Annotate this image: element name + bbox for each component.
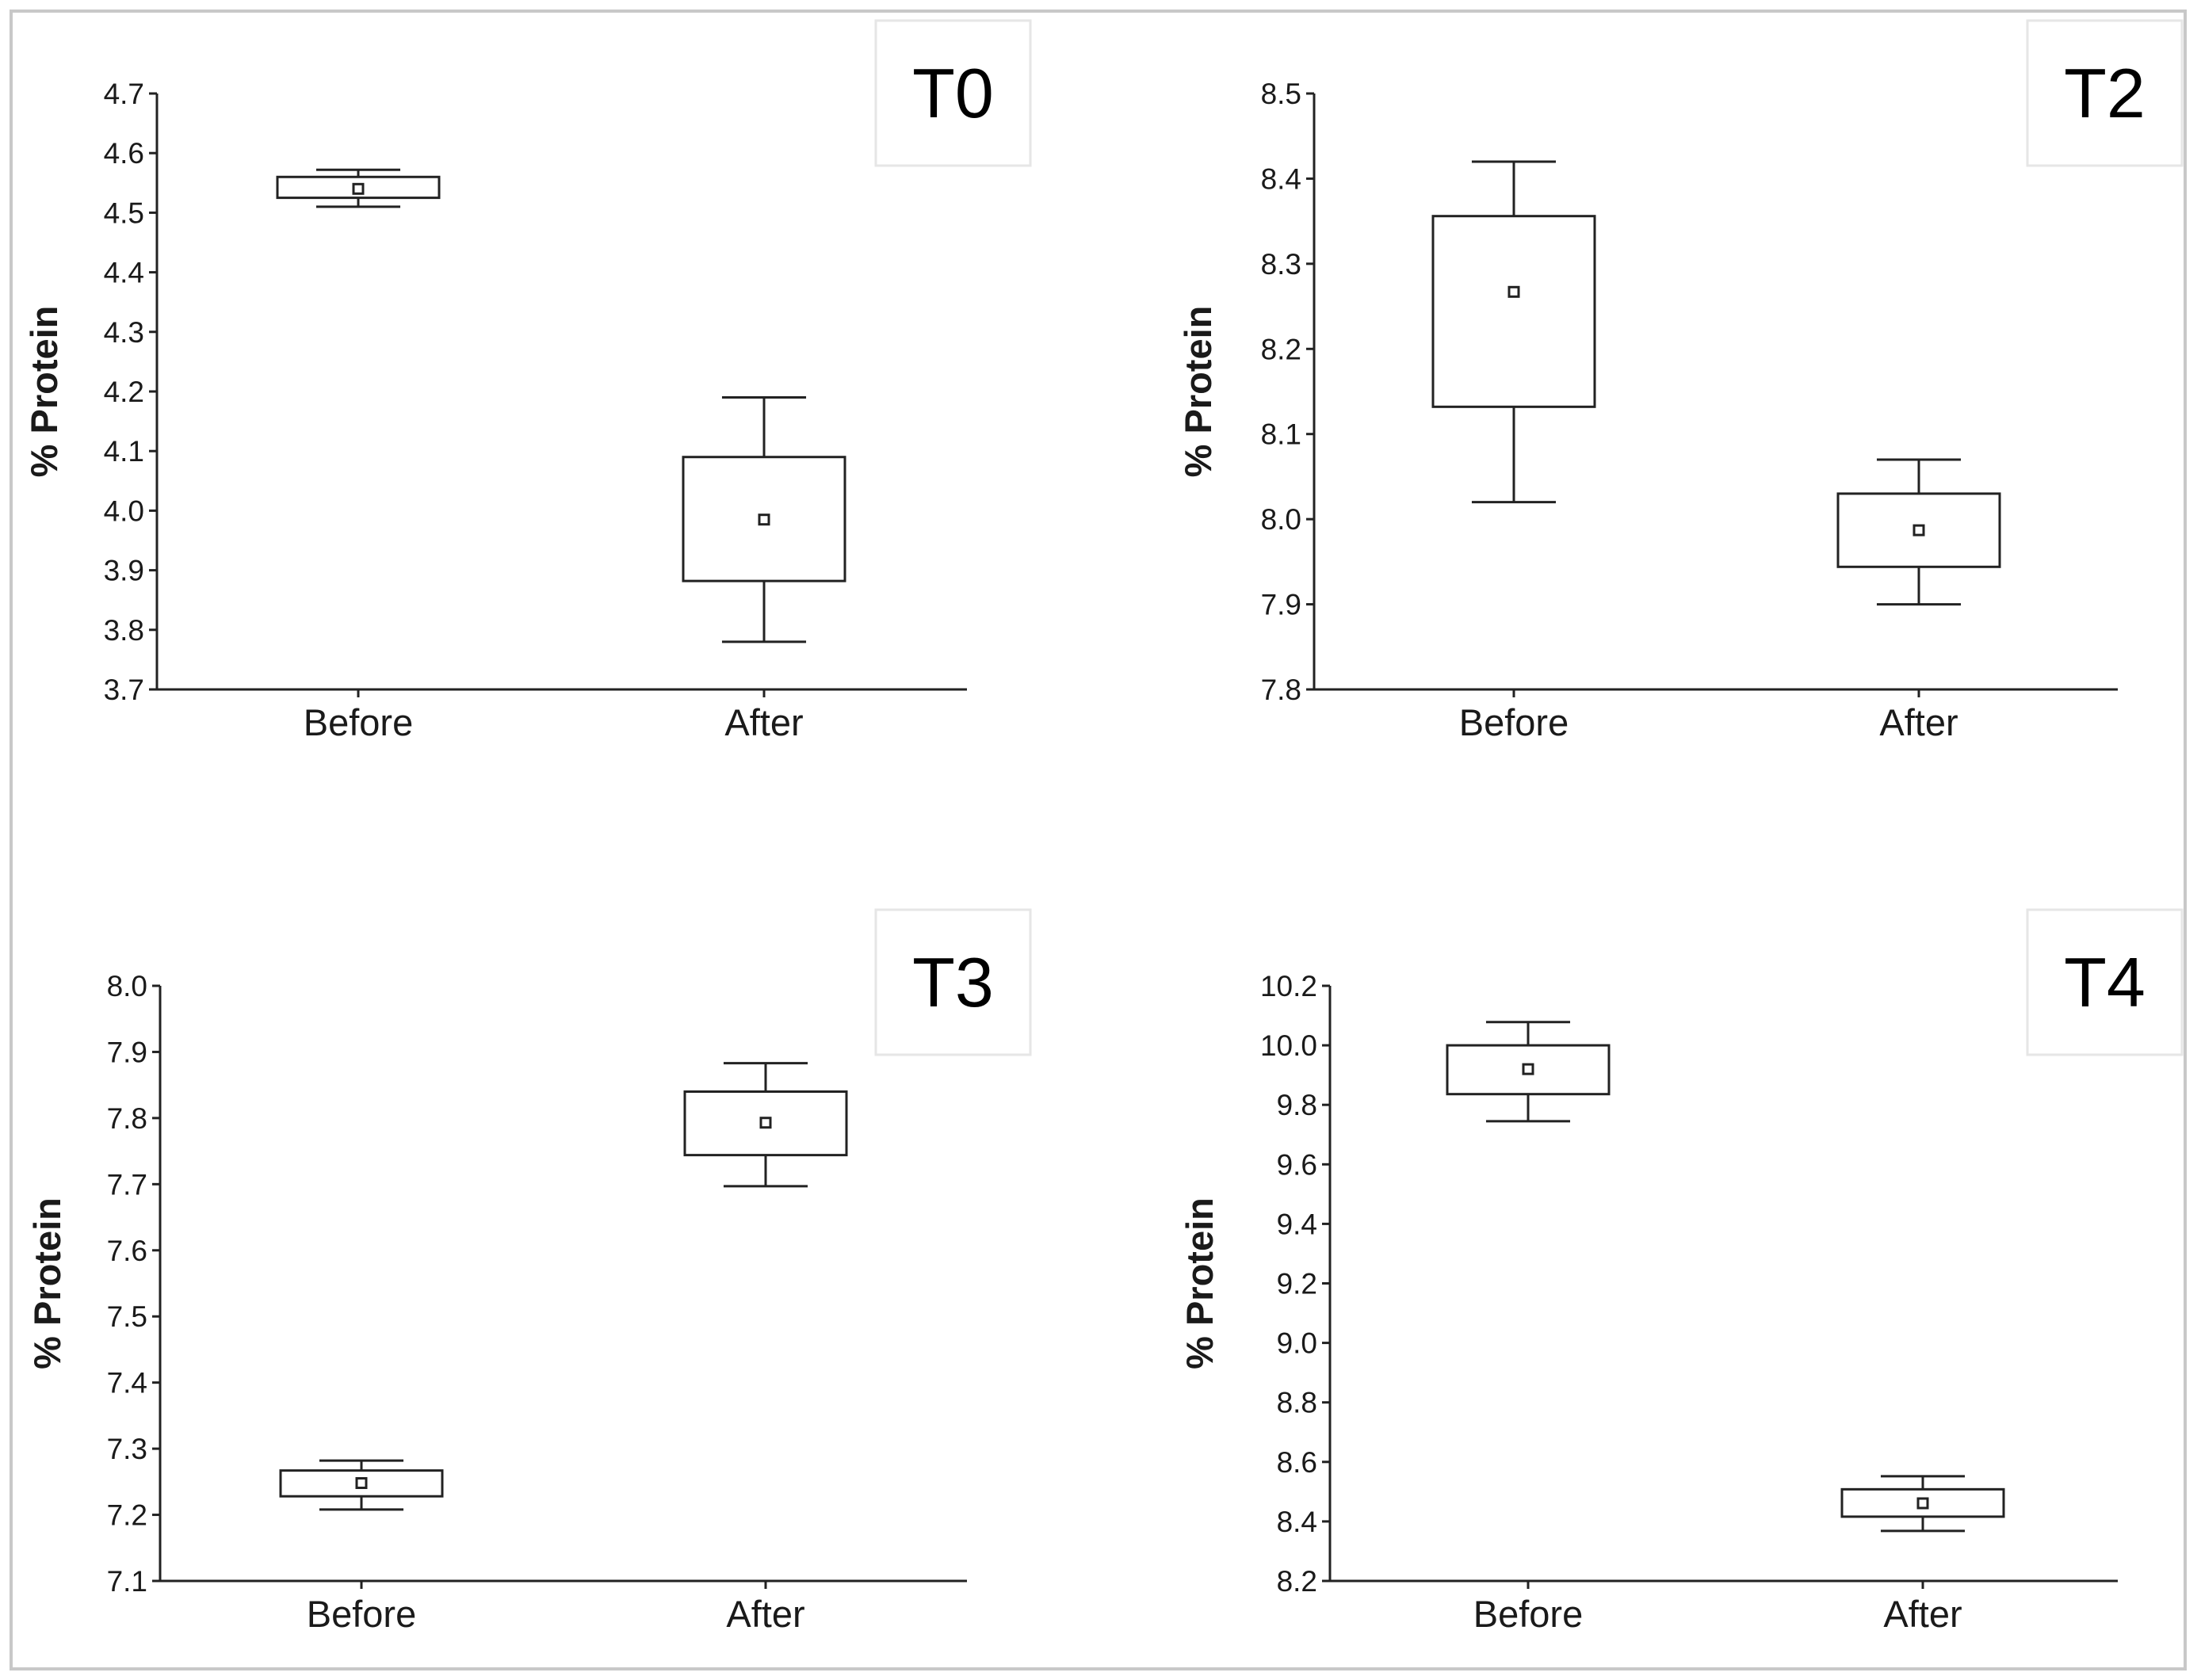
mean-marker: [1916, 1497, 1929, 1510]
box-before: [1431, 160, 1596, 504]
panel-t2: T2 7.8 7.9 8.0 8.1 8.2 8.3 8.4 8.5 % Protein Befor…: [1177, 19, 2184, 743]
y-tick-label: 8.6: [1277, 1446, 1317, 1479]
y-axis-label: % Protein: [1177, 306, 1219, 478]
box-after: [683, 1062, 848, 1188]
y-tick-label: 7.8: [107, 1102, 147, 1135]
y-tick-label: 8.8: [1277, 1387, 1317, 1419]
y-tick-label: 4.2: [104, 376, 144, 408]
x-category-label: Before: [304, 701, 413, 743]
x-category-label: Before: [1459, 701, 1569, 743]
box-after: [1840, 1475, 2005, 1533]
x-category-label: After: [1879, 701, 1958, 743]
y-axis-label: % Protein: [26, 1197, 68, 1369]
y-tick-label: 7.7: [107, 1168, 147, 1201]
box-after: [682, 396, 846, 643]
y-tick-label: 9.2: [1277, 1268, 1317, 1300]
y-tick-label: 8.0: [1261, 503, 1301, 536]
box-before: [276, 168, 441, 208]
y-tick-label: 8.3: [1261, 248, 1301, 281]
box-after: [1836, 458, 2001, 606]
y-tick-label: 8.4: [1277, 1506, 1317, 1538]
panel-t4: T4 8.2 8.4 8.6 8.8 9.0 9.2 9.4 9.6 9.8 10.0 10.2 % P…: [1179, 908, 2184, 1635]
panel-tag-box: [2026, 19, 2184, 167]
y-tick-label: 7.8: [1261, 674, 1301, 706]
mean-marker: [759, 1117, 772, 1129]
y-tick-label: 8.0: [107, 970, 147, 1002]
y-tick-label: 7.9: [107, 1036, 147, 1068]
x-category-label: Before: [307, 1593, 416, 1635]
y-axis-label: % Protein: [1179, 1197, 1221, 1369]
y-tick-label: 7.3: [107, 1433, 147, 1465]
panel-tag-label: T2: [2064, 54, 2146, 132]
y-tick-label: 7.2: [107, 1499, 147, 1532]
y-tick-label: 7.5: [107, 1300, 147, 1333]
y-tick-label: 9.0: [1277, 1327, 1317, 1360]
y-tick-label: 4.3: [104, 316, 144, 349]
x-category-label: After: [726, 1593, 804, 1635]
y-tick-label: 3.7: [104, 674, 144, 706]
x-category-label: After: [1883, 1593, 1962, 1635]
box-before: [1446, 1021, 1611, 1123]
y-tick-label: 4.1: [104, 435, 144, 468]
y-tick-label: 7.4: [107, 1367, 147, 1399]
panel-tag-box: [2026, 908, 2184, 1056]
panel-t3: T3 7.1 7.2 7.3 7.4 7.5 7.6 7.7 7.8 7.9 8.0 % Protei…: [26, 908, 1032, 1635]
panel-tag-label: T0: [912, 54, 994, 132]
x-category-label: After: [724, 701, 803, 743]
y-tick-label: 9.8: [1277, 1089, 1317, 1121]
mean-marker: [1522, 1063, 1534, 1075]
y-tick-label: 4.7: [104, 78, 144, 110]
y-tick-label: 7.6: [107, 1235, 147, 1267]
y-tick-label: 10.0: [1260, 1029, 1317, 1062]
panel-tag-label: T3: [912, 943, 994, 1021]
y-tick-label: 10.2: [1260, 970, 1317, 1002]
y-tick-label: 8.2: [1261, 333, 1301, 365]
y-tick-label: 4.4: [104, 257, 144, 289]
panel-t0: T0 3.7 3.8 3.9 4.0 4.1 4.2 4.3 4.4 4.5 4.6 4.7 % Pro…: [23, 19, 1032, 743]
panel-tag-label: T4: [2064, 943, 2146, 1021]
mean-marker: [1507, 285, 1520, 298]
y-tick-label: 8.1: [1261, 418, 1301, 451]
y-tick-label: 4.5: [104, 197, 144, 229]
mean-marker: [355, 1477, 368, 1490]
iqr-box: [1431, 215, 1596, 408]
mean-marker: [352, 182, 365, 195]
figure-frame: [10, 10, 2187, 1670]
y-tick-label: 8.4: [1261, 162, 1301, 195]
y-tick-label: 3.8: [104, 614, 144, 647]
y-tick-label: 8.5: [1261, 78, 1301, 110]
mean-marker: [1913, 524, 1925, 536]
panel-tag-box: [874, 908, 1032, 1056]
y-axis-label: % Protein: [23, 306, 65, 478]
panel-tag-box: [874, 19, 1032, 167]
y-tick-label: 8.2: [1277, 1565, 1317, 1598]
box-before: [279, 1459, 444, 1511]
y-tick-label: 7.9: [1261, 589, 1301, 621]
y-tick-label: 4.0: [104, 494, 144, 527]
x-category-label: Before: [1473, 1593, 1583, 1635]
mean-marker: [758, 514, 770, 526]
y-tick-label: 9.6: [1277, 1148, 1317, 1181]
y-tick-label: 7.1: [107, 1565, 147, 1598]
y-tick-label: 9.4: [1277, 1208, 1317, 1240]
y-tick-label: 4.6: [104, 137, 144, 170]
y-tick-label: 3.9: [104, 555, 144, 587]
